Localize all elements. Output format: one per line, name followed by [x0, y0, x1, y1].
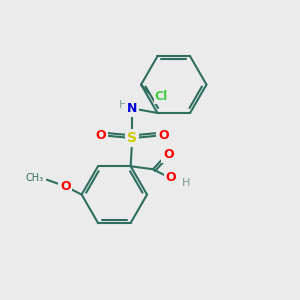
Text: O: O — [158, 129, 169, 142]
Text: S: S — [127, 131, 137, 145]
Text: CH₃: CH₃ — [26, 173, 44, 183]
Text: N: N — [127, 102, 137, 115]
Text: O: O — [96, 129, 106, 142]
Text: Cl: Cl — [155, 90, 168, 103]
Text: H: H — [119, 100, 128, 110]
Text: O: O — [163, 148, 174, 161]
Text: O: O — [60, 180, 70, 193]
Text: H: H — [182, 178, 190, 188]
Text: O: O — [166, 171, 176, 184]
